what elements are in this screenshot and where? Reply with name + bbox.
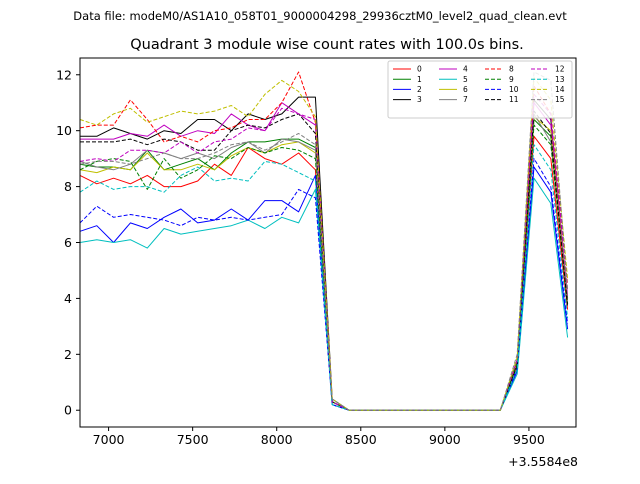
legend-entry-label: 7 xyxy=(463,95,468,104)
legend-entry-label: 8 xyxy=(509,65,514,74)
series-line-9 xyxy=(79,124,569,411)
x-tick-label: 9000 xyxy=(429,432,461,447)
legend-entry-label: 1 xyxy=(417,75,422,84)
x-offset-label: +3.5584e8 xyxy=(508,454,578,469)
series-line-15 xyxy=(79,71,569,411)
x-tick-label: 8500 xyxy=(345,432,377,447)
legend-entry-label: 3 xyxy=(417,95,422,104)
legend-entry-label: 14 xyxy=(555,85,565,94)
legend-entry-label: 11 xyxy=(509,95,519,104)
series-lines xyxy=(79,71,569,411)
series-line-2 xyxy=(79,166,569,411)
x-tick-label: 8000 xyxy=(261,432,293,447)
y-tick-label: 12 xyxy=(56,67,72,82)
series-line-14 xyxy=(79,77,569,411)
legend-box xyxy=(387,60,573,119)
series-line-5 xyxy=(79,177,569,411)
legend-entry-label: 2 xyxy=(417,85,422,94)
y-tick-label: 6 xyxy=(64,235,72,250)
x-tick-label: 9500 xyxy=(513,432,545,447)
chart-title: Quadrant 3 module wise count rates with … xyxy=(130,37,524,53)
x-tick-label: 7500 xyxy=(177,432,209,447)
y-tick-label: 10 xyxy=(56,123,72,138)
legend-entry-label: 6 xyxy=(463,85,468,94)
y-tick-label: 0 xyxy=(64,403,72,418)
chart-suptitle: Data file: modeM0/AS1A10_058T01_90000042… xyxy=(73,9,567,23)
y-tick-label: 2 xyxy=(64,347,72,362)
x-tick-label: 7000 xyxy=(93,432,125,447)
legend-entry-label: 10 xyxy=(509,85,519,94)
series-line-10 xyxy=(79,158,569,411)
y-tick-label: 8 xyxy=(64,179,72,194)
legend-entry-label: 9 xyxy=(509,75,514,84)
legend-entry-label: 15 xyxy=(555,95,565,104)
legend-entry-label: 4 xyxy=(463,65,468,74)
legend-entry-label: 5 xyxy=(463,75,468,84)
legend-entry-label: 0 xyxy=(417,65,422,74)
legend-entry-label: 13 xyxy=(555,75,565,84)
legend-entry-label: 12 xyxy=(555,65,565,74)
y-tick-label: 4 xyxy=(64,291,72,306)
plot-frame xyxy=(79,57,577,428)
